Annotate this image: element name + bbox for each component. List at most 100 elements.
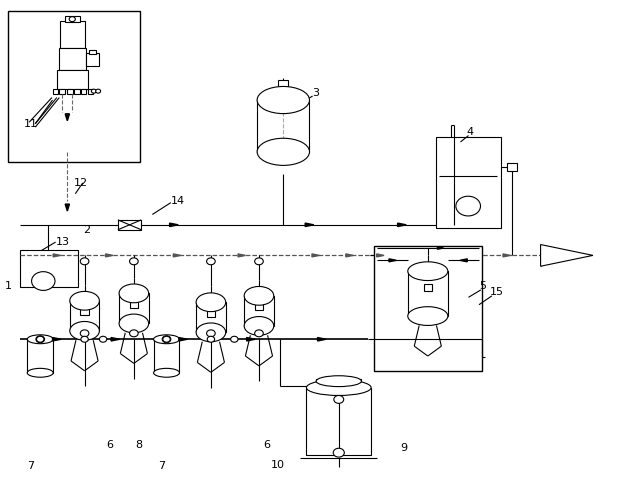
Text: 5: 5 [479, 281, 486, 292]
Text: 10: 10 [271, 460, 285, 470]
Circle shape [81, 336, 89, 342]
Polygon shape [173, 254, 181, 257]
Circle shape [80, 330, 89, 337]
Text: 12: 12 [74, 178, 89, 188]
Polygon shape [238, 254, 245, 257]
Bar [154, 339, 180, 373]
Circle shape [80, 258, 89, 265]
Polygon shape [503, 254, 511, 257]
Bar [74, 89, 80, 94]
Bar [88, 89, 93, 94]
Text: 7: 7 [27, 461, 35, 471]
Circle shape [207, 330, 215, 337]
Bar [257, 100, 310, 152]
Circle shape [254, 258, 263, 265]
Text: 1: 1 [4, 281, 12, 291]
Bar [423, 284, 432, 291]
Bar [118, 220, 141, 230]
Bar [20, 250, 79, 288]
Ellipse shape [27, 369, 53, 377]
Circle shape [96, 89, 101, 93]
Ellipse shape [27, 335, 53, 344]
Bar [408, 271, 448, 316]
Polygon shape [53, 337, 61, 341]
Ellipse shape [154, 335, 180, 344]
Ellipse shape [257, 138, 310, 165]
Text: 8: 8 [136, 440, 143, 450]
Ellipse shape [119, 284, 149, 303]
Circle shape [129, 258, 138, 265]
Text: 6: 6 [106, 440, 113, 450]
Bar [279, 80, 288, 89]
Circle shape [333, 448, 344, 457]
Bar [507, 163, 516, 171]
Bar [59, 48, 86, 70]
Polygon shape [246, 337, 255, 341]
Text: 11: 11 [24, 119, 38, 128]
Bar [119, 293, 149, 323]
Ellipse shape [408, 262, 448, 281]
Polygon shape [438, 247, 444, 249]
Ellipse shape [154, 369, 180, 377]
Ellipse shape [306, 380, 371, 395]
Polygon shape [346, 254, 353, 257]
Bar [254, 304, 263, 310]
Bar [316, 379, 361, 384]
Circle shape [231, 336, 238, 342]
Bar [89, 50, 97, 54]
Ellipse shape [316, 376, 361, 386]
Polygon shape [170, 223, 178, 227]
Circle shape [207, 258, 215, 265]
Polygon shape [540, 245, 593, 266]
Bar [60, 21, 85, 48]
Circle shape [334, 395, 344, 403]
Polygon shape [111, 337, 119, 341]
Circle shape [162, 336, 171, 343]
Bar [207, 310, 215, 317]
Bar [53, 89, 58, 94]
Text: 9: 9 [400, 443, 407, 453]
Ellipse shape [196, 323, 226, 342]
Circle shape [100, 336, 106, 342]
Ellipse shape [408, 307, 448, 325]
Text: 7: 7 [158, 461, 166, 471]
Circle shape [32, 272, 55, 291]
Circle shape [254, 330, 263, 337]
Bar [65, 16, 80, 22]
Bar [70, 301, 100, 331]
Polygon shape [460, 259, 467, 262]
Circle shape [129, 330, 138, 337]
Ellipse shape [257, 86, 310, 114]
Polygon shape [397, 223, 406, 227]
Polygon shape [312, 254, 319, 257]
Circle shape [456, 196, 480, 216]
Circle shape [207, 336, 215, 342]
Bar [436, 137, 501, 228]
Text: 3: 3 [313, 88, 319, 98]
Bar [7, 11, 140, 162]
Polygon shape [53, 254, 61, 257]
Text: 14: 14 [171, 196, 185, 206]
Ellipse shape [70, 321, 100, 340]
Polygon shape [305, 223, 314, 227]
Polygon shape [179, 337, 188, 341]
Bar [27, 339, 53, 373]
Bar [86, 53, 100, 65]
Ellipse shape [244, 316, 274, 335]
Circle shape [163, 336, 170, 342]
Ellipse shape [70, 292, 100, 310]
Polygon shape [65, 204, 69, 211]
Bar [80, 309, 89, 315]
Polygon shape [377, 254, 384, 257]
Circle shape [69, 17, 76, 22]
Polygon shape [65, 114, 69, 121]
Bar [306, 387, 371, 455]
Bar [57, 70, 88, 89]
Polygon shape [105, 254, 113, 257]
Text: 6: 6 [263, 440, 271, 450]
Polygon shape [389, 259, 396, 262]
Circle shape [92, 89, 97, 93]
Text: 2: 2 [83, 225, 90, 235]
Circle shape [36, 336, 45, 343]
Circle shape [37, 336, 44, 342]
